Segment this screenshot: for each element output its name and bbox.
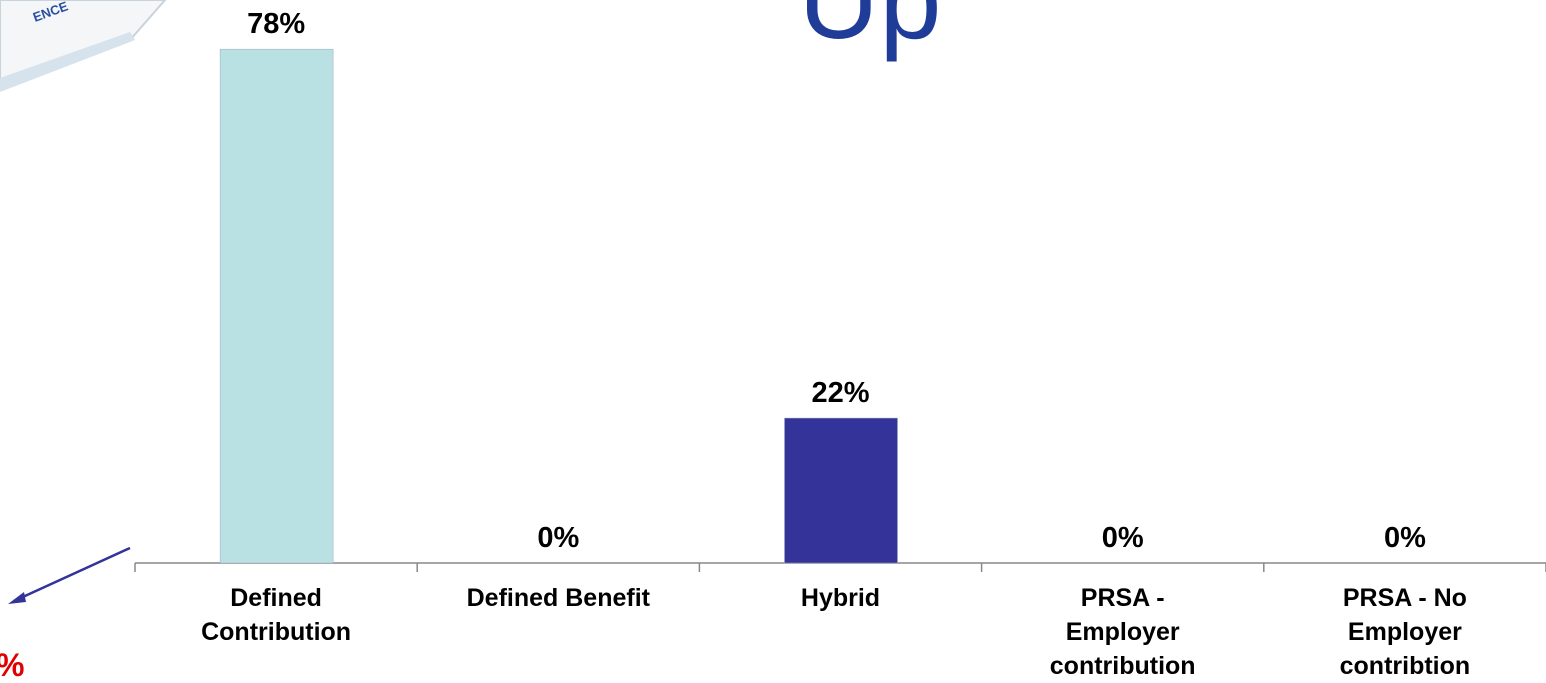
chart-title: Up — [798, 0, 941, 62]
bar — [784, 417, 898, 564]
x-tick-label: Hybrid — [800, 584, 881, 612]
x-tick-label: Defined Benefit — [466, 584, 650, 612]
bar — [219, 48, 334, 564]
value-label: 22% — [811, 377, 869, 409]
value-label: 0% — [1384, 522, 1426, 554]
value-label: 0% — [1102, 522, 1144, 554]
arrow-head — [8, 592, 26, 604]
arrow — [13, 546, 131, 603]
x-tick-label: Defined Contribution — [201, 584, 352, 646]
value-label: 0% — [537, 522, 579, 554]
x-tick-label: PRSA - No Employer contribtion — [1339, 584, 1471, 680]
side-annotation: % — [0, 647, 24, 682]
card-image — [0, 0, 167, 92]
x-tick-label: PRSA - Employer contribution — [1049, 584, 1196, 680]
value-label: 78% — [247, 8, 305, 40]
